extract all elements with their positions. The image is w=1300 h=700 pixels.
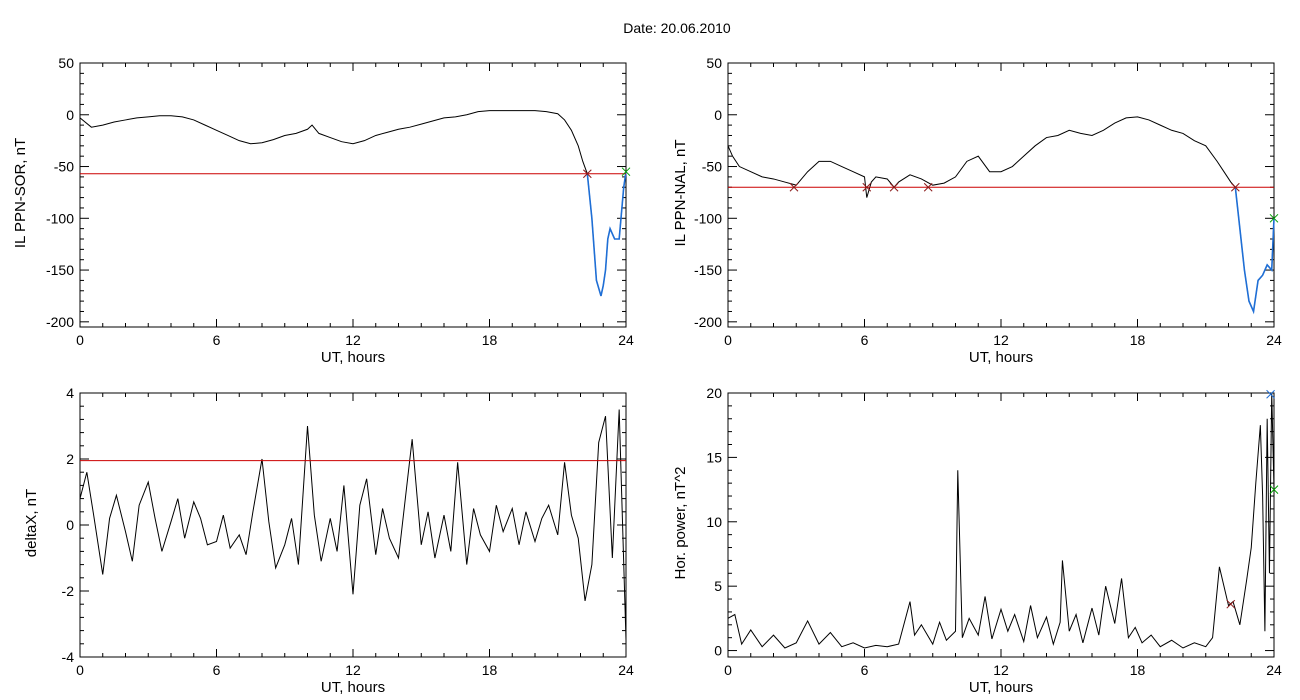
x-tick-label: 6 — [861, 332, 869, 348]
x-axis-label: UT, hours — [969, 349, 1033, 366]
y-tick-label: -150 — [46, 262, 74, 278]
event-marker — [1266, 389, 1275, 399]
event-marker — [582, 169, 592, 179]
y-tick-label: -200 — [46, 314, 74, 330]
chart-panel-deltax: deltaX, nT UT, hours 0 6 12 18 24 4 2 0 -2 -4 — [23, 385, 634, 696]
x-tick-label: 24 — [618, 332, 634, 348]
y-tick-label: 0 — [714, 643, 722, 659]
event-marker — [889, 182, 899, 192]
x-tick-label: 24 — [1266, 662, 1282, 678]
series-line — [79, 110, 627, 297]
x-tick-label: 18 — [1130, 662, 1146, 678]
y-tick-label: -150 — [694, 262, 722, 278]
y-tick-label: 2 — [66, 451, 74, 467]
series-line — [727, 392, 1275, 649]
x-tick-label: 0 — [724, 662, 732, 678]
page-title: Date: 20.06.2010 — [623, 20, 731, 36]
plot-frame — [727, 392, 1275, 658]
y-tick-label: -100 — [46, 210, 74, 226]
x-axis-label: UT, hours — [969, 679, 1033, 696]
plot-frame — [79, 392, 627, 658]
x-tick-label: 0 — [76, 332, 84, 348]
x-axis-label: UT, hours — [321, 679, 385, 696]
y-tick-label: 0 — [66, 107, 74, 123]
y-tick-label: 20 — [706, 385, 722, 401]
chart-panel-hor-power: Hor. power, nT^2 UT, hours 0 6 12 18 24 20 15 1… — [672, 385, 1282, 696]
x-tick-label: 12 — [345, 332, 361, 348]
y-tick-label: 0 — [714, 107, 722, 123]
event-marker — [789, 182, 799, 192]
chart-panel-ppn-nal: IL PPN-NAL, nT UT, hours 0 6 12 18 24 50 0 -50 -… — [672, 55, 1282, 366]
event-marker — [1269, 485, 1279, 494]
y-tick-label: 50 — [58, 55, 74, 71]
y-axis-label: deltaX, nT — [23, 489, 40, 557]
x-tick-label: 24 — [618, 662, 634, 678]
event-segment-line — [586, 171, 627, 297]
y-tick-label: -200 — [694, 314, 722, 330]
chart-panel-ppn-sor: IL PPN-SOR, nT UT, hours 0 6 12 18 24 50 0 -50 -… — [12, 55, 634, 366]
series-line — [727, 116, 1275, 314]
event-marker — [621, 167, 631, 177]
y-tick-label: 5 — [714, 578, 722, 594]
x-tick-label: 6 — [213, 332, 221, 348]
y-axis-label: Hor. power, nT^2 — [672, 467, 689, 580]
y-axis-label: IL PPN-NAL, nT — [672, 140, 689, 247]
event-marker — [1226, 599, 1236, 609]
y-tick-label: 10 — [706, 514, 722, 530]
x-tick-label: 0 — [76, 662, 84, 678]
event-marker — [923, 182, 933, 192]
x-axis-label: UT, hours — [321, 349, 385, 366]
y-tick-label: 50 — [706, 55, 722, 71]
event-segment-line — [1234, 187, 1275, 315]
event-marker — [1230, 182, 1240, 192]
y-tick-label: -4 — [62, 649, 75, 665]
x-tick-label: 0 — [724, 332, 732, 348]
plot-frame — [727, 62, 1275, 328]
x-tick-label: 12 — [345, 662, 361, 678]
x-tick-label: 6 — [213, 662, 221, 678]
x-tick-label: 18 — [482, 662, 498, 678]
event-marker — [862, 182, 872, 192]
y-tick-label: 15 — [706, 449, 722, 465]
y-tick-label: -100 — [694, 210, 722, 226]
x-tick-label: 18 — [1130, 332, 1146, 348]
x-tick-label: 12 — [993, 662, 1009, 678]
x-tick-label: 6 — [861, 662, 869, 678]
plot-frame — [79, 62, 627, 328]
event-marker — [1269, 213, 1279, 223]
y-tick-label: -50 — [702, 159, 722, 175]
y-tick-label: -2 — [62, 583, 75, 599]
x-tick-label: 12 — [993, 332, 1009, 348]
y-axis-label: IL PPN-SOR, nT — [12, 138, 29, 248]
y-tick-label: 4 — [66, 385, 74, 401]
y-tick-label: -50 — [54, 159, 74, 175]
x-tick-label: 24 — [1266, 332, 1282, 348]
series-line — [79, 409, 627, 641]
y-tick-label: 0 — [66, 517, 74, 533]
x-tick-label: 18 — [482, 332, 498, 348]
